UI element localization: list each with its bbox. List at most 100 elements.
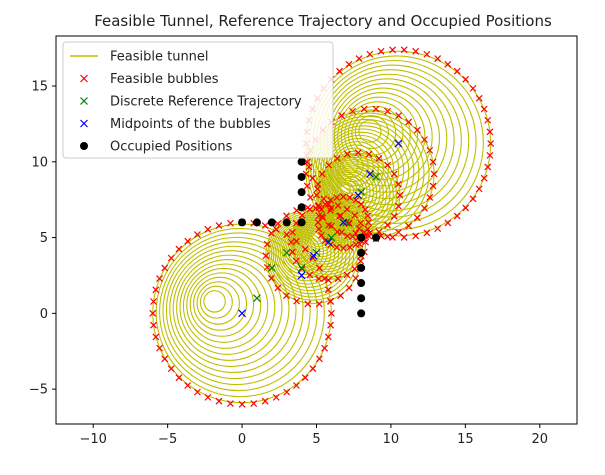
bubble-marker [301,374,309,382]
bubble-marker [339,244,347,252]
tunnel-ring [333,87,433,187]
bubble-marker [400,46,408,54]
bubble-marker [326,297,334,305]
bubble-marker [156,275,163,282]
tunnel-ring [165,241,304,380]
bubble-marker [150,321,157,329]
bubble-marker [334,202,342,209]
legend-label: Feasible bubbles [110,72,219,87]
bubble-midpoint [366,169,375,178]
tunnel-ring [315,122,415,222]
bubble-marker [317,231,325,239]
bubble-marker [161,264,169,272]
y-tick-label: 5 [40,231,48,246]
occupied-position [297,172,306,181]
legend-entry: Feasible tunnel [70,50,209,65]
occupied-position [297,218,306,227]
tunnel-ring [327,137,390,200]
legend-label: Feasible tunnel [110,50,209,65]
bubble-marker [346,194,354,201]
tunnel-ring [322,131,400,209]
bubble-marker [315,275,323,283]
bubble-marker [333,194,341,201]
bubble-marker [384,107,392,115]
bubble-midpoint [297,271,306,280]
bubble-marker [293,237,300,245]
bubble-marker [405,118,413,126]
bubble-marker [204,393,212,401]
bubble-marker [357,219,365,227]
bubble-marker [261,397,269,405]
bubble-marker [324,276,332,284]
bubble-marker [475,94,483,102]
tunnel-ring [176,254,283,361]
bubble-marker [287,238,295,246]
plot-area [149,46,495,408]
bubble-marker [167,365,175,373]
bubble-marker [321,200,329,208]
bubble-marker [324,333,332,341]
bubble-marker [272,225,280,233]
bubble-midpoint [309,251,318,260]
legend-x-swatch [80,119,88,128]
bubble-midpoint [238,309,246,318]
tunnel-ring [182,263,269,349]
bubble-marker [152,333,160,341]
occupied-position [357,248,366,257]
x-tick-label: 0 [238,432,246,447]
bubble-marker [434,225,442,233]
tunnel-ring [331,173,368,210]
bubble-marker [215,222,223,229]
tunnel-ring [337,92,426,181]
tunnel-ring [196,281,240,325]
bubble-marker [306,205,314,213]
legend: Feasible tunnel Feasible bubbles Discrete … [62,41,334,159]
tunnel-ring [172,250,290,367]
legend-entry: Occupied Positions [80,140,233,155]
bubble-marker [309,174,316,182]
bubble-marker [293,382,300,389]
bubble-marker [327,321,335,329]
bubble-marker [395,202,402,210]
bubble-marker [486,151,494,159]
bubble-marker [320,195,328,203]
bubble-marker [421,204,428,212]
bubble-marker [390,212,398,220]
bubble-marker [360,105,368,113]
bubble-marker [352,196,360,204]
bubble-marker [400,233,408,241]
bubble-marker [293,297,301,305]
bubble-marker [314,185,321,193]
bubble-marker [306,271,314,279]
bubble-marker [226,219,234,227]
bubble-marker [325,161,333,169]
y-tick-label: 10 [31,155,48,170]
legend-entry: Feasible bubbles [80,72,219,87]
tunnel-ring [319,199,366,245]
legend-label: Occupied Positions [110,140,233,155]
occupied-position [282,218,291,227]
bubble-marker [395,180,402,188]
bubble-marker [274,220,282,228]
bubble-marker [315,225,323,233]
tunnel-ring [159,232,318,392]
bubble-marker [434,55,442,63]
tunnel-ring [323,204,358,239]
bubble-marker [396,191,404,199]
bubble-marker [272,393,280,401]
bubble-midpoint [324,238,333,247]
occupied-position [372,233,381,242]
bubble-marker [364,212,372,220]
reference-point [297,263,306,272]
bubble-marker [267,229,275,237]
tunnel-ring [155,227,325,398]
bubble-marker [333,243,341,251]
bubble-marker [444,60,452,68]
reference-point [282,248,291,257]
x-tick-label: 15 [457,432,474,447]
reference-point [372,173,380,181]
bubble-marker [321,344,329,352]
reference-point [253,294,261,303]
bubble-marker [305,163,313,171]
